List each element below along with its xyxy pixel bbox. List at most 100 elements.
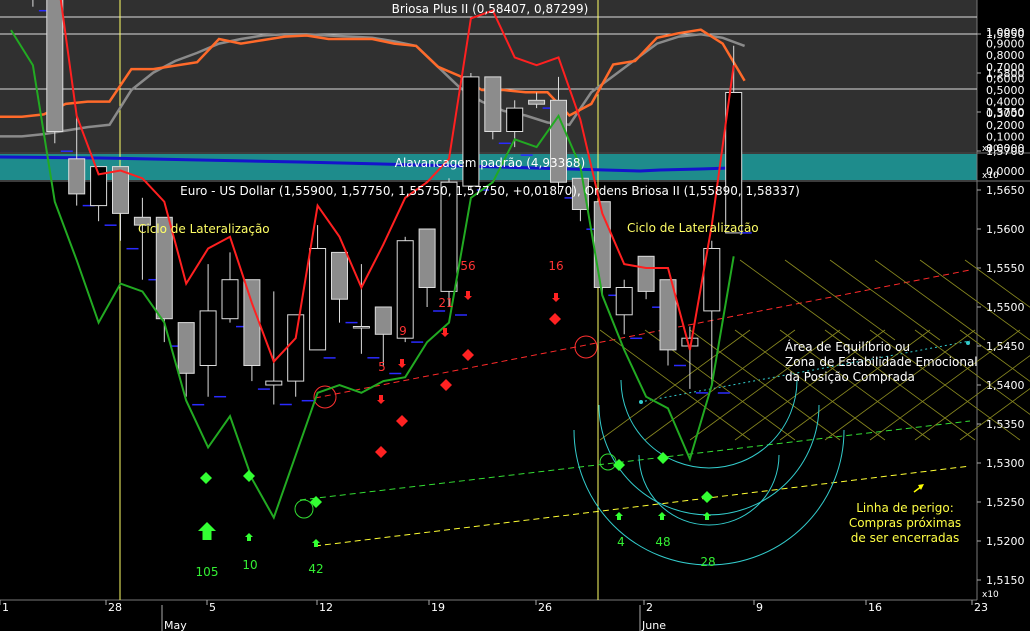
fan-grid-line <box>734 329 886 441</box>
price-tick-label: 1,5550 <box>986 262 1025 275</box>
price-tick-label: 1,5900 <box>986 0 1025 2</box>
time-tick-label: 1 <box>2 601 9 614</box>
candle-body <box>112 166 129 214</box>
month-label: May <box>164 619 187 631</box>
fan-grid-line <box>784 259 896 341</box>
middle-channel-line <box>299 420 971 501</box>
price-tick-label: 1,5650 <box>986 184 1025 197</box>
candles-layer <box>32 0 752 406</box>
equilibrium-label-1: Área de Equilíbrio ou <box>785 339 910 354</box>
candle-body <box>484 76 502 132</box>
time-tick-label: 19 <box>431 601 445 614</box>
fan-grid-line <box>779 329 931 441</box>
month-label: June <box>641 619 666 631</box>
price-tick-label: 1,5800 <box>986 67 1025 80</box>
buy-count-label: 105 <box>196 565 219 579</box>
equilibrium-line <box>639 340 971 403</box>
candle-body <box>615 287 633 316</box>
candle-body <box>331 251 348 300</box>
osc-tick-label: 0,8000 <box>986 49 1025 62</box>
price-tick-label: 1,5850 <box>986 28 1025 41</box>
oscillator-title: Briosa Plus II (0,58407, 0,87299) <box>392 2 589 16</box>
fan-grid-line <box>599 329 751 441</box>
price-tick-label: 1,5150 <box>986 574 1025 587</box>
osc-tick-label: 0,2000 <box>986 119 1025 132</box>
sell-arrow-icon <box>377 395 385 404</box>
sell-arrow-icon <box>441 328 449 337</box>
fan-grid-line <box>644 329 796 441</box>
lower-band-line <box>10 29 735 521</box>
fan-grid-line <box>959 329 1030 382</box>
candle-body <box>177 322 195 374</box>
price-tick-label: 1,5300 <box>986 457 1025 470</box>
fan-grid-line <box>959 388 1030 441</box>
price-tick-label: 1,5400 <box>986 379 1025 392</box>
oscillator-layer: 1,00000,90000,80000,70000,60000,50000,40… <box>0 26 1025 155</box>
candle-body <box>659 279 677 351</box>
candle-body <box>637 255 655 292</box>
price-tick-label: 1,5200 <box>986 535 1025 548</box>
bands-layer <box>10 0 735 521</box>
leverage-layer <box>0 155 731 173</box>
osc-tick-label: 0,6000 <box>986 72 1025 85</box>
sell-count-label: 21 <box>438 296 453 310</box>
fan-lines-layer <box>294 259 1030 566</box>
cycle-label-2: Ciclo de Lateralização <box>627 221 759 235</box>
candle-body <box>287 314 305 382</box>
buy-diamond-marker <box>310 496 322 508</box>
candle-body <box>418 228 436 288</box>
osc-x10-tag: x10 <box>982 144 999 154</box>
price-tick-label: 1,5350 <box>986 418 1025 431</box>
osc-tick-label: 0,4000 <box>986 96 1025 109</box>
candle-body <box>374 306 392 335</box>
candle-body <box>46 0 64 133</box>
osc-tick-label: 1,0000 <box>986 26 1025 39</box>
sell-count-label: 9 <box>399 324 407 338</box>
candle-body <box>352 326 370 329</box>
upper-channel-line <box>314 269 971 399</box>
lev-x10-tag: x10 <box>982 171 999 181</box>
sell-arrow-icon <box>552 293 560 302</box>
sell-count-label: 5 <box>378 360 386 374</box>
sell-diamond-marker <box>440 379 452 391</box>
time-tick-label: 9 <box>756 601 763 614</box>
buy-count-label: 28 <box>700 555 715 569</box>
leverage-line <box>0 155 731 173</box>
sell-count-label: 56 <box>460 259 475 273</box>
price-tick-label: 1,5600 <box>986 223 1025 236</box>
fan-grid-line <box>919 259 1030 341</box>
highlight-circle <box>294 499 314 519</box>
price-tick-label: 1,5250 <box>986 496 1025 509</box>
price-tick-label: 1,5500 <box>986 301 1025 314</box>
fan-grid-line <box>869 329 1021 441</box>
fan-grid-line <box>824 329 976 441</box>
sell-diamond-marker <box>396 415 408 427</box>
main-x10-tag: x10 <box>982 590 999 600</box>
buy-arrow-icon <box>245 533 253 541</box>
candle-body <box>309 248 327 351</box>
candle-body <box>68 158 86 195</box>
buy-count-label: 4 <box>617 535 625 549</box>
buy-arrow-icon <box>615 512 623 520</box>
highlight-circle <box>313 385 337 409</box>
osc-tick-label: 0,5000 <box>986 84 1025 97</box>
highlight-circle <box>574 335 598 359</box>
equilibrium-label-3: da Posição Comprada <box>785 370 915 384</box>
gann-arc <box>638 454 780 526</box>
sell-diamond-marker <box>549 313 561 325</box>
danger-label-3: de ser encerradas <box>851 531 959 545</box>
fan-grid-line <box>689 329 841 441</box>
osc-tick-label: 0,0000 <box>986 142 1025 155</box>
candle-body <box>462 76 480 187</box>
sell-diamond-marker <box>375 446 387 458</box>
danger-label-1: Linha de perigo: <box>856 501 953 515</box>
oscillator-orange-line <box>0 28 746 118</box>
osc-tick-label: 0,9000 <box>986 38 1025 51</box>
sell-arrow-icon <box>398 359 406 368</box>
buy-count-label: 48 <box>655 535 670 549</box>
time-tick-label: 12 <box>319 601 333 614</box>
fan-grid-line <box>739 259 851 341</box>
danger-label-2: Compras próximas <box>849 516 961 530</box>
